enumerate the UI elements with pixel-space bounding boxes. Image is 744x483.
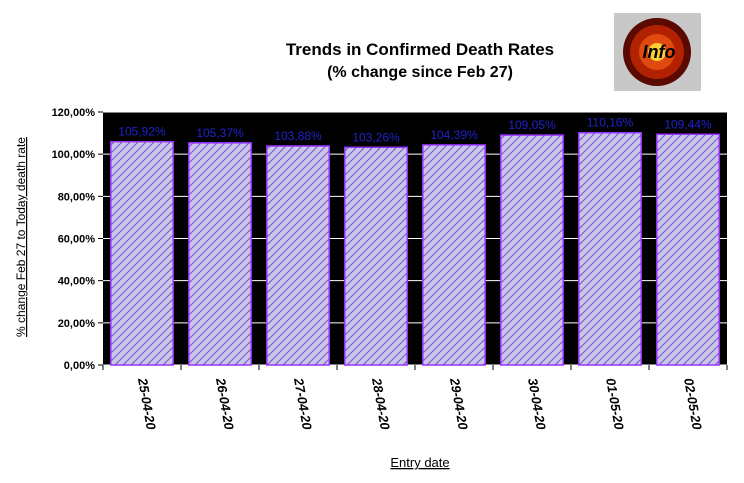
bar-value-label: 103,26% [352,130,400,144]
chart-subtitle: (% change since Feb 27) [327,64,513,81]
y-tick-label: 60,00% [58,234,96,246]
info-burst-icon: Info [623,18,691,86]
bar [578,131,642,366]
bar-value-label: 105,92% [118,125,166,139]
bar-value-label: 103,88% [274,129,322,143]
y-tick-label: 80,00% [58,191,96,203]
bar [344,146,408,366]
x-tick-label: 02-05-20 [681,377,705,432]
bar [422,144,486,366]
y-axis-label: % change Feb 27 to Today death rate [14,137,28,337]
x-tick-label: 29-04-20 [447,376,471,432]
x-tick-label: 27-04-20 [291,376,315,432]
y-tick-label: 40,00% [58,276,96,288]
y-tick-label: 0,00% [64,360,95,372]
bar [110,140,174,366]
y-tick-label: 120,00% [52,107,96,119]
x-tick-label: 25-04-20 [135,376,159,432]
x-axis-label: Entry date [390,455,449,470]
chart-title: Trends in Confirmed Death Rates [285,40,555,59]
bar [188,142,252,366]
info-button-label: Info [643,42,676,62]
bar-value-label: 105,37% [196,126,244,140]
bar [266,145,330,366]
x-tick-label: 26-04-20 [213,376,237,432]
bar-value-label: 109,44% [664,117,712,131]
bar-value-label: 104,39% [430,128,478,142]
bar-value-label: 110,16% [587,116,634,130]
x-tick-label: 30-04-20 [525,377,549,432]
x-tick-label: 01-05-20 [603,377,627,432]
x-tick-label: 28-04-20 [369,376,393,432]
bar-value-label: 109,05% [508,118,556,132]
bar [656,133,720,366]
info-button[interactable]: Info [614,13,701,91]
y-tick-label: 20,00% [58,318,96,330]
y-tick-label: 100,00% [52,149,96,161]
bar [500,134,564,366]
